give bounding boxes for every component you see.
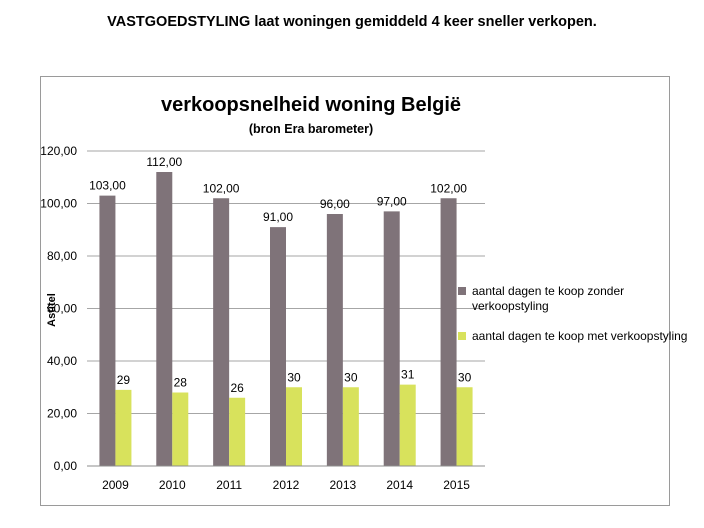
y-tick-label: 60,00 (47, 302, 77, 316)
bar (342, 387, 359, 466)
y-axis-ticks: 0,00 20,00 40,00 60,00 80,00 100,00 120,00 (40, 144, 77, 473)
chart-legend: aantal dagen te koop zonder verkoopstyli… (458, 284, 698, 359)
x-axis-ticks: 2009 2010 2011 2012 2013 2014 2015 (102, 478, 470, 492)
data-label: 28 (174, 376, 188, 390)
data-label: 102,00 (430, 181, 467, 195)
legend-label-met: aantal dagen te koop met verkoopstyling (472, 329, 688, 343)
bar (99, 195, 116, 466)
x-tick-label: 2013 (330, 478, 357, 492)
data-labels: 103,00 29 112,00 28 102,00 26 91,00 30 96,00 30 97… (89, 155, 471, 395)
x-tick-label: 2015 (443, 478, 470, 492)
data-label: 29 (117, 373, 131, 387)
legend-item-zonder: aantal dagen te koop zonder verkoopstyli… (458, 284, 698, 314)
data-label: 26 (230, 381, 244, 395)
legend-swatch-met (458, 332, 466, 340)
data-label: 30 (458, 370, 472, 384)
x-tick-label: 2010 (159, 478, 186, 492)
chart-subtitle: (bron Era barometer) (249, 122, 373, 136)
y-tick-label: 100,00 (40, 197, 77, 211)
data-label: 102,00 (203, 181, 240, 195)
y-tick-label: 40,00 (47, 354, 77, 368)
bar (326, 214, 343, 466)
bar (156, 172, 173, 466)
bar (115, 389, 132, 466)
bars (99, 172, 473, 466)
data-label: 30 (344, 370, 358, 384)
bar (440, 198, 457, 466)
page-headline: VASTGOEDSTYLING laat woningen gemiddeld … (107, 14, 597, 30)
legend-item-met: aantal dagen te koop met verkoopstyling (458, 329, 698, 344)
data-label: 30 (287, 370, 301, 384)
y-tick-label: 120,00 (40, 144, 77, 158)
bar (172, 392, 189, 466)
x-tick-label: 2012 (273, 478, 300, 492)
bar (399, 384, 416, 466)
bar (286, 387, 302, 466)
y-tick-label: 20,00 (47, 407, 77, 421)
y-tick-label: 0,00 (54, 459, 78, 473)
legend-label-zonder: aantal dagen te koop zonder verkoopstyli… (472, 284, 625, 313)
bar (229, 397, 246, 466)
data-label: 91,00 (263, 210, 293, 224)
x-tick-label: 2011 (216, 478, 242, 492)
bar (456, 387, 473, 466)
y-axis-title: Astitel (46, 293, 58, 327)
data-label: 112,00 (146, 155, 182, 169)
legend-swatch-zonder (458, 287, 466, 295)
data-label: 97,00 (377, 194, 407, 208)
bar (270, 227, 286, 466)
chart-title: verkoopsnelheid woning België (161, 94, 461, 116)
data-label: 103,00 (89, 179, 126, 193)
data-label: 96,00 (320, 197, 350, 211)
x-tick-label: 2014 (386, 478, 413, 492)
bar (213, 198, 230, 466)
data-label: 31 (401, 368, 415, 382)
y-tick-label: 80,00 (47, 249, 77, 263)
bar (383, 211, 400, 466)
x-tick-label: 2009 (102, 478, 129, 492)
